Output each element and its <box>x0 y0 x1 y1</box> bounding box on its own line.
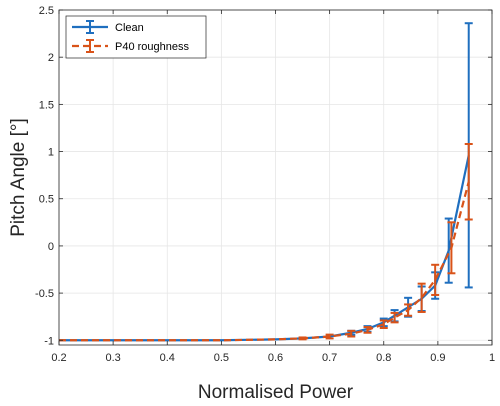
x-tick-label: 0.8 <box>376 352 391 364</box>
legend-label-clean: Clean <box>115 22 144 34</box>
error-bar <box>464 143 473 221</box>
legend-label-p40-roughness: P40 roughness <box>115 41 189 53</box>
legend-swatch-clean <box>72 20 108 34</box>
x-tick-label: 0.3 <box>105 352 120 364</box>
y-tick-label: -1 <box>44 335 54 347</box>
series-p40-roughness <box>59 143 473 342</box>
series-layer <box>59 22 473 342</box>
y-axis-title: Pitch Angle [°] <box>8 118 29 237</box>
y-tick-label: -0.5 <box>35 288 54 300</box>
x-tick-label: 0.9 <box>430 352 445 364</box>
error-bar <box>347 329 356 338</box>
x-tick-label: 0.7 <box>322 352 337 364</box>
x-tick-label: 0.6 <box>268 352 283 364</box>
x-tick-label: 0.5 <box>214 352 229 364</box>
legend: Clean P40 roughness <box>65 15 207 59</box>
error-bar <box>404 303 413 317</box>
y-tick-label: 2 <box>48 52 54 64</box>
error-bar <box>431 263 440 296</box>
y-tick-label: 2.5 <box>39 5 54 17</box>
error-bar <box>444 217 453 284</box>
x-tick-label: 0.4 <box>160 352 175 364</box>
y-tick-label: 1 <box>48 147 54 159</box>
series-line <box>59 181 470 342</box>
error-bar <box>417 282 426 313</box>
axis-ticks <box>58 9 493 345</box>
error-bar <box>390 311 399 324</box>
legend-swatch-p40-roughness <box>72 39 108 53</box>
error-bar <box>363 326 372 334</box>
x-axis-title: Normalised Power <box>198 382 354 403</box>
y-tick-label: 0 <box>48 241 54 253</box>
error-bar <box>325 333 334 340</box>
x-tick-label: 0.2 <box>51 352 66 364</box>
error-bar <box>447 221 456 275</box>
axis-tick-labels: 0.2 0.3 0.4 0.5 0.6 0.7 0.8 0.9 1 -1 -0.5 0 0.5 1 1.5 2… <box>35 5 495 364</box>
x-tick-label: 1 <box>489 352 495 364</box>
error-bar <box>298 336 307 341</box>
error-bar <box>379 319 388 330</box>
y-tick-label: 0.5 <box>39 194 54 206</box>
y-tick-label: 1.5 <box>39 99 54 111</box>
